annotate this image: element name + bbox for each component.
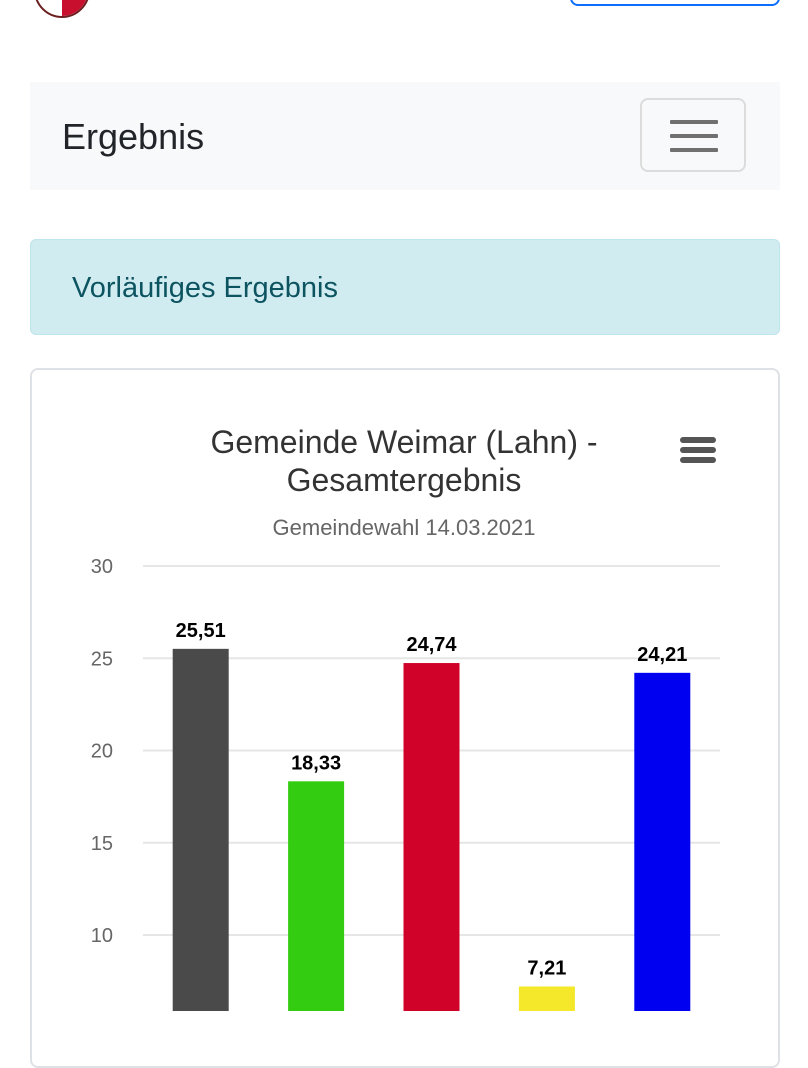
data-label: 25,51 [176,620,226,642]
data-label: 24,74 [406,634,457,656]
navbar-brand[interactable]: Ergebnis [62,116,205,157]
chart-title: Gemeinde Weimar (Lahn) - Gesamtergebnis [0,423,808,499]
bar [172,648,229,1011]
y-tick-label: 20 [91,741,113,763]
hamburger-icon [670,120,718,124]
bar [634,672,691,1011]
y-tick-label: 10 [91,925,113,947]
status-alert-text: Vorläufiges Ergebnis [72,272,338,304]
bar [288,781,345,1011]
y-tick-label: 15 [91,833,113,855]
status-alert: Vorläufiges Ergebnis [30,239,780,335]
chart-subtitle: Gemeindewahl 14.03.2021 [272,515,536,540]
menu-toggle-button[interactable] [640,98,746,172]
data-label: 18,33 [291,752,341,774]
bar [403,663,460,1011]
y-tick-label: 25 [91,648,113,670]
y-tick-label: 30 [91,556,113,578]
bar [518,986,575,1011]
municipality-logo [34,0,90,18]
chart-menu-icon[interactable] [680,437,716,465]
data-label: 24,21 [637,644,687,666]
chart-title-line1: Gemeinde Weimar (Lahn) - [210,424,598,460]
data-label: 7,21 [527,957,566,979]
navbar: Ergebnis [30,82,780,190]
bar-chart: 10 15 20 25 30 25,51 18,33 24,74 7,21 24,21 [91,556,720,1011]
chart-title-line2: Gesamtergebnis [286,462,522,498]
